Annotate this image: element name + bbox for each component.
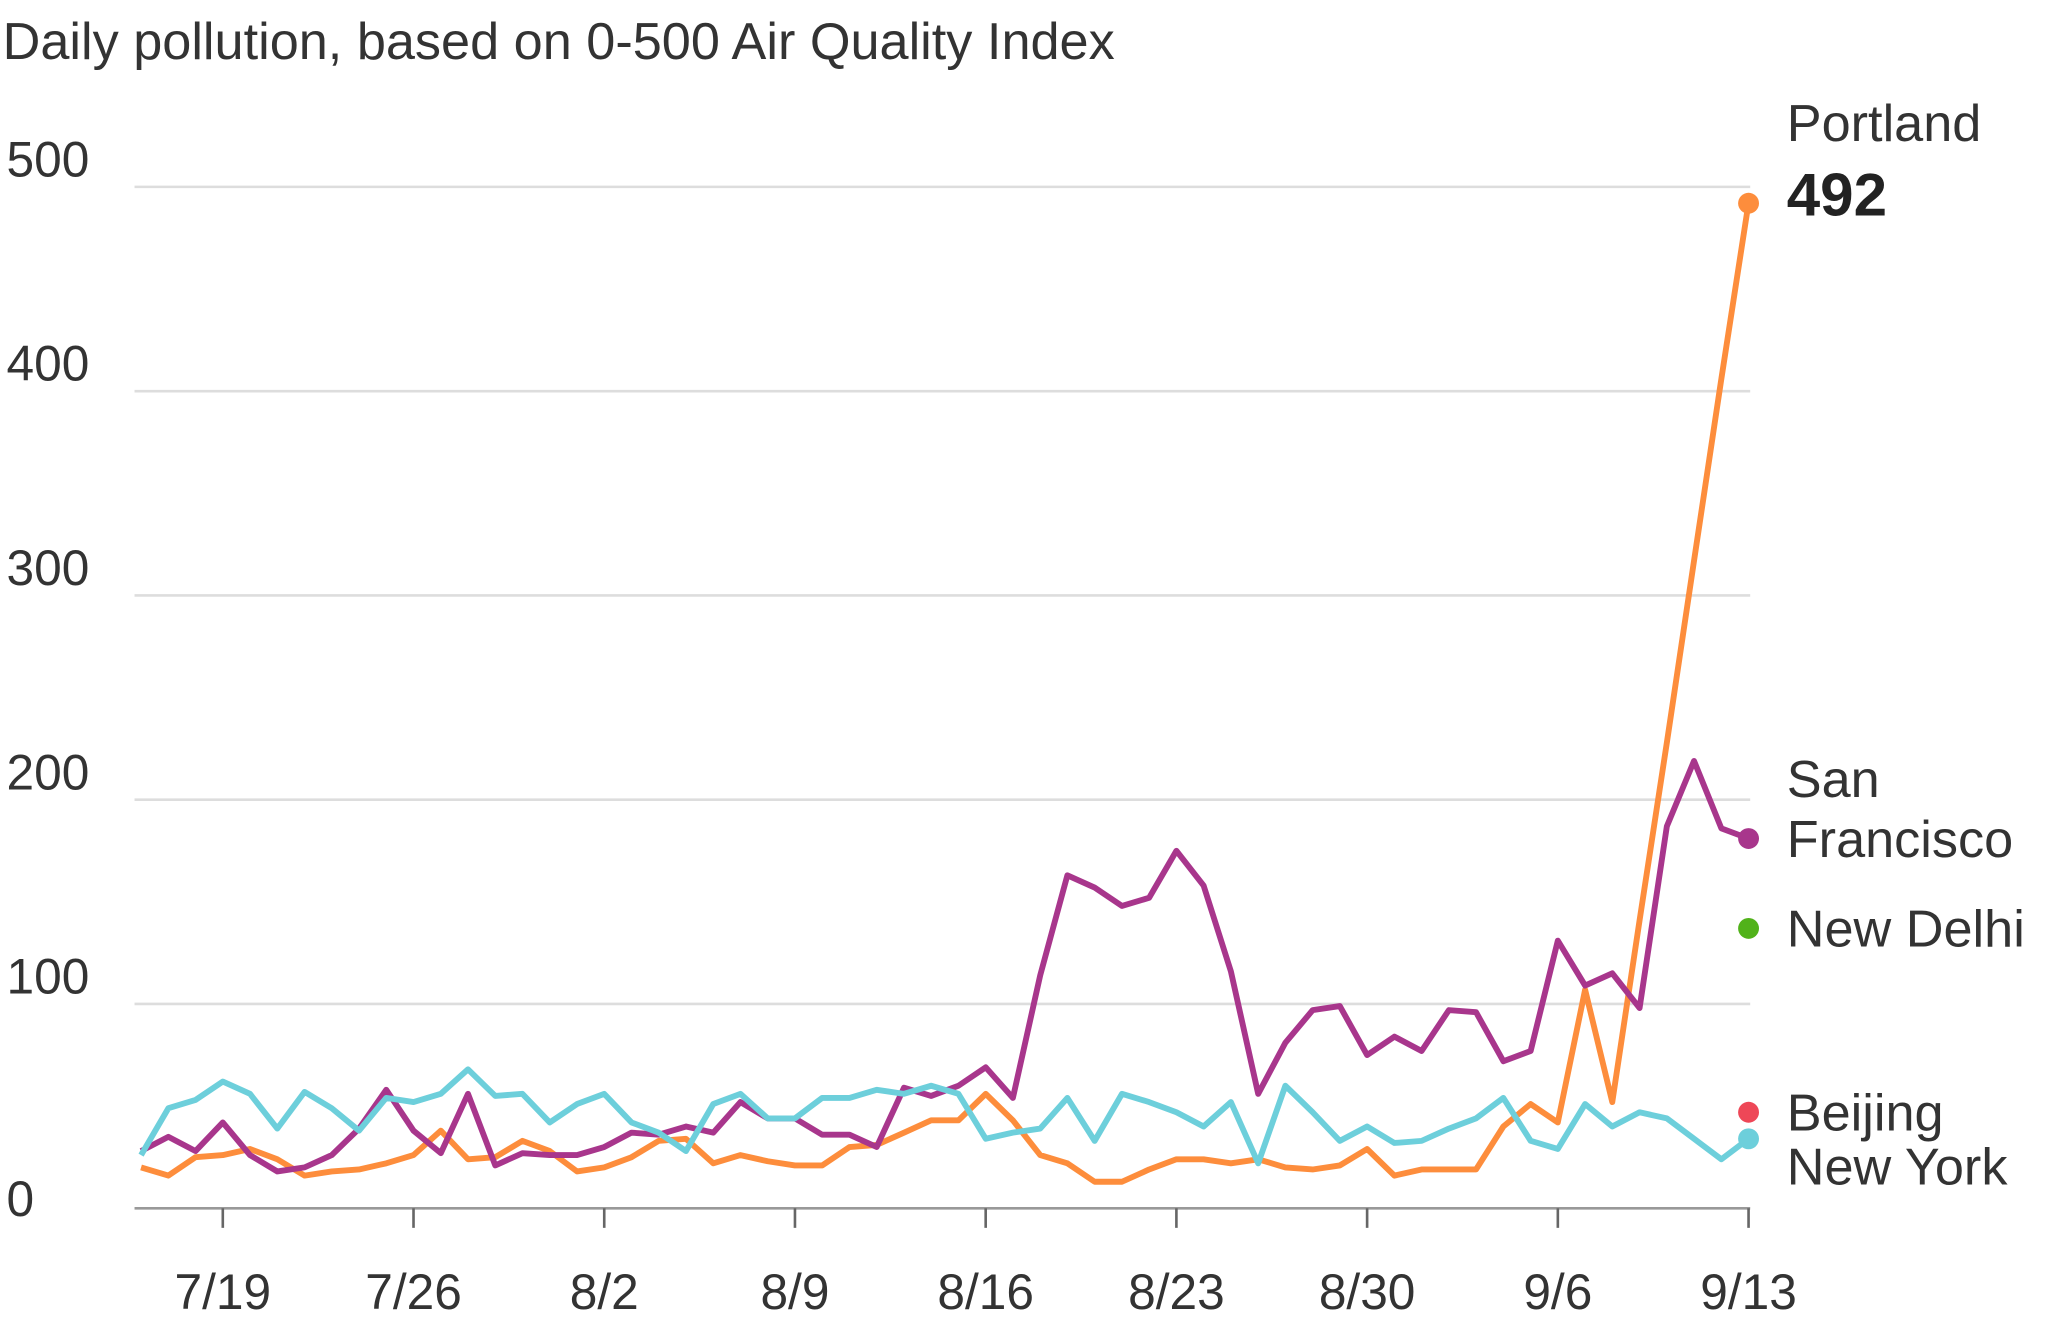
series-line-san-francisco — [139, 757, 1750, 1175]
end-point-san-francisco — [1738, 828, 1760, 849]
series-line-portland — [140, 202, 1752, 1185]
y-tick-label: 100 — [7, 949, 90, 1005]
end-point-new-york — [1738, 1128, 1760, 1150]
point-marker-beijing — [1738, 1101, 1760, 1123]
series-label-new-delhi: New Delhi — [1787, 901, 2025, 959]
x-tick-label: 7/26 — [365, 1264, 462, 1320]
x-tick-label: 8/30 — [1319, 1264, 1416, 1320]
series-label-new-york: New York — [1787, 1139, 2009, 1197]
y-tick-label: 400 — [7, 336, 90, 392]
y-tick-label: 300 — [7, 540, 90, 596]
gridlines — [134, 185, 1751, 1210]
series-label-beijing: Beijing — [1787, 1085, 1944, 1143]
chart-title: Daily pollution, based on 0-500 Air Qual… — [3, 13, 1115, 71]
y-axis-ticks: 0 100 200 300 400 500 — [7, 131, 90, 1227]
series-label-san-francisco: San — [1787, 751, 1880, 809]
x-axis-ticks: 7/19 7/26 8/2 8/9 8/16 8/23 8/30 9/6 9/13 — [175, 1208, 1797, 1320]
end-point-portland — [1738, 192, 1760, 214]
x-tick-label: 8/16 — [937, 1264, 1034, 1320]
y-tick-label: 0 — [7, 1171, 35, 1227]
series-lines — [138, 192, 1760, 1185]
x-tick-label: 7/19 — [175, 1264, 272, 1320]
end-value-label-portland: 492 — [1787, 162, 1887, 229]
point-marker-new-delhi — [1738, 917, 1760, 939]
series-label-portland: Portland — [1787, 95, 1982, 153]
x-tick-label: 9/13 — [1700, 1264, 1797, 1320]
x-tick-label: 8/2 — [570, 1264, 639, 1320]
x-tick-label: 8/9 — [760, 1264, 829, 1320]
x-tick-label: 9/6 — [1523, 1264, 1592, 1320]
series-line-new-york — [138, 1066, 1751, 1167]
y-tick-label: 500 — [7, 131, 90, 187]
series-label-san-francisco: Francisco — [1787, 811, 2013, 869]
x-tick-label: 8/23 — [1128, 1264, 1225, 1320]
y-tick-label: 200 — [7, 744, 90, 800]
